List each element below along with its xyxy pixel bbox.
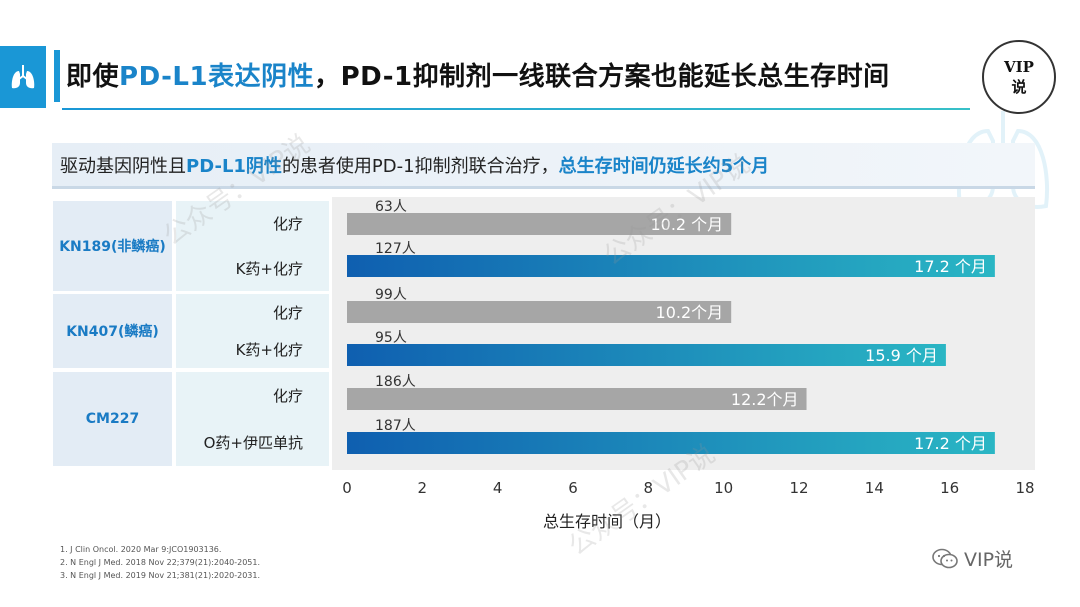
bar-n-label: 127人 <box>375 241 416 257</box>
arm-label: 化疗 <box>272 304 303 322</box>
arm-cell-kn407: 化疗 K药+化疗 <box>176 294 329 368</box>
bar-value-label: 12.2个月 <box>731 390 799 409</box>
bar-4 <box>347 388 807 410</box>
x-tick-label: 8 <box>644 479 654 497</box>
x-tick-label: 18 <box>1015 479 1034 497</box>
x-tick-label: 14 <box>865 479 884 497</box>
bar-n-label: 187人 <box>375 418 416 434</box>
arm-label: O药+伊匹单抗 <box>203 434 303 452</box>
bar-1 <box>347 255 995 277</box>
bar-n-label: 63人 <box>375 199 407 215</box>
x-tick-label: 6 <box>568 479 578 497</box>
subtitle-box: 驱动基因阴性且PD-L1阴性的患者使用PD-1抑制剂联合治疗，总生存时间仍延长约… <box>52 143 1035 189</box>
reference-item: 3. N Engl J Med. 2019 Nov 21;381(21):202… <box>60 571 261 580</box>
x-tick-label: 4 <box>493 479 503 497</box>
title-underline <box>62 108 970 110</box>
reference-item: 2. N Engl J Med. 2018 Nov 22;379(21):204… <box>60 558 261 567</box>
bar-n-label: 95人 <box>375 330 407 346</box>
bar-value-label: 10.2个月 <box>656 303 724 322</box>
arm-label: K药+化疗 <box>235 260 303 278</box>
reference-item: 1. J Clin Oncol. 2020 Mar 9:JCO1903136. <box>60 545 222 554</box>
x-tick-label: 16 <box>940 479 959 497</box>
arm-cell-kn189: 化疗 K药+化疗 <box>176 201 329 291</box>
x-tick-label: 0 <box>342 479 352 497</box>
title-accent-bar <box>54 50 60 102</box>
x-axis-label: 总生存时间（月） <box>543 512 671 531</box>
footer-brand: VIP说 <box>932 545 1013 572</box>
plot-background <box>332 197 1035 470</box>
x-tick-label: 12 <box>789 479 808 497</box>
wechat-icon <box>932 548 958 568</box>
study-cell-kn189: KN189(非鳞癌) <box>53 201 172 291</box>
bar-value-label: 10.2 个月 <box>650 215 723 234</box>
bar-n-label: 186人 <box>375 374 416 390</box>
arm-label: K药+化疗 <box>235 341 303 359</box>
references: 1. J Clin Oncol. 2020 Mar 9:JCO1903136. … <box>60 543 260 582</box>
bar-value-label: 15.9 个月 <box>865 346 938 365</box>
x-tick-label: 2 <box>418 479 428 497</box>
bar-5 <box>347 432 995 454</box>
lung-icon <box>11 65 35 89</box>
bar-0 <box>347 213 732 235</box>
subtitle-text: 驱动基因阴性且PD-L1阴性的患者使用PD-1抑制剂联合治疗，总生存时间仍延长约… <box>60 156 770 177</box>
bar-value-label: 17.2 个月 <box>914 434 987 453</box>
x-tick-label: 10 <box>714 479 733 497</box>
arm-cell-cm227: 化疗 O药+伊匹单抗 <box>176 372 329 466</box>
bar-3 <box>347 344 946 366</box>
study-cell-kn407: KN407(鳞癌) <box>53 294 172 368</box>
bar-2 <box>347 301 732 323</box>
bar-n-label: 99人 <box>375 287 407 303</box>
vip-badge: VIP 说 <box>982 40 1056 114</box>
page-title: 即使PD-L1表达阴性，PD-1抑制剂一线联合方案也能延长总生存时间 <box>66 62 890 92</box>
lung-logo <box>0 46 46 108</box>
bar-value-label: 17.2 个月 <box>914 257 987 276</box>
study-cell-cm227: CM227 <box>53 372 172 466</box>
arm-label: 化疗 <box>272 215 303 233</box>
arm-label: 化疗 <box>272 387 303 405</box>
